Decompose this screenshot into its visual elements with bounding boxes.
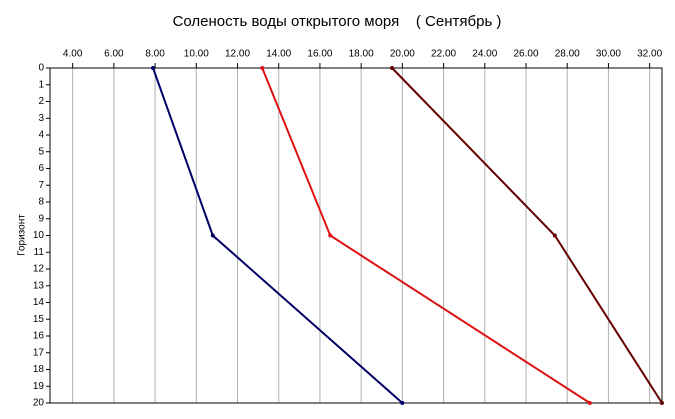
y-tick-label: 0 [38,63,44,74]
y-tick-label: 4 [38,130,44,141]
chart-title: Соленость воды открытого моря ( Сентябрь… [173,13,502,30]
x-tick-label: 14.00 [266,49,291,60]
y-tick-label: 8 [38,197,44,208]
y-tick-label: 17 [33,347,45,358]
x-tick-label: 32.00 [637,49,662,60]
y-tick-label: 10 [33,230,45,241]
y-tick-label: 13 [33,280,45,291]
x-tick-label: 12.00 [225,49,250,60]
y-tick-label: 11 [34,247,45,258]
y-tick-label: 5 [38,146,44,157]
y-tick-label: 9 [38,213,44,224]
point [400,401,405,405]
point [390,66,395,70]
x-tick-label: 30.00 [596,49,621,60]
y-axis-label: Горизонт [17,214,28,256]
y-tick-label: 1 [38,79,44,90]
y-tick-label: 2 [38,96,44,107]
point [328,233,333,238]
point [660,401,664,405]
x-tick-label: 28.00 [555,49,580,60]
y-tick-label: 3 [38,113,44,124]
x-tick-label: 22.00 [431,49,456,60]
x-tick-label: 4.00 [63,49,83,60]
y-tick-label: 19 [33,381,45,392]
point [151,66,156,70]
x-tick-label: 16.00 [307,49,332,60]
y-tick-label: 16 [33,331,45,342]
point [552,233,557,238]
point [260,66,265,70]
y-tick-label: 20 [33,398,45,409]
x-tick-label: 6.00 [104,49,124,60]
y-tick-label: 15 [33,314,45,325]
point [210,233,215,238]
x-tick-label: 8.00 [145,49,165,60]
y-tick-label: 7 [38,180,44,191]
x-tick-label: 10.00 [184,49,209,60]
point [587,401,592,405]
y-tick-label: 12 [33,264,45,275]
y-tick-label: 18 [33,364,45,375]
y-tick-label: 14 [33,297,45,308]
plot-frame [49,67,663,404]
x-tick-label: 18.00 [349,49,374,60]
x-tick-label: 20.00 [390,49,415,60]
x-tick-label: 26.00 [513,49,538,60]
x-tick-label: 24.00 [472,49,497,60]
y-tick-label: 6 [38,163,44,174]
